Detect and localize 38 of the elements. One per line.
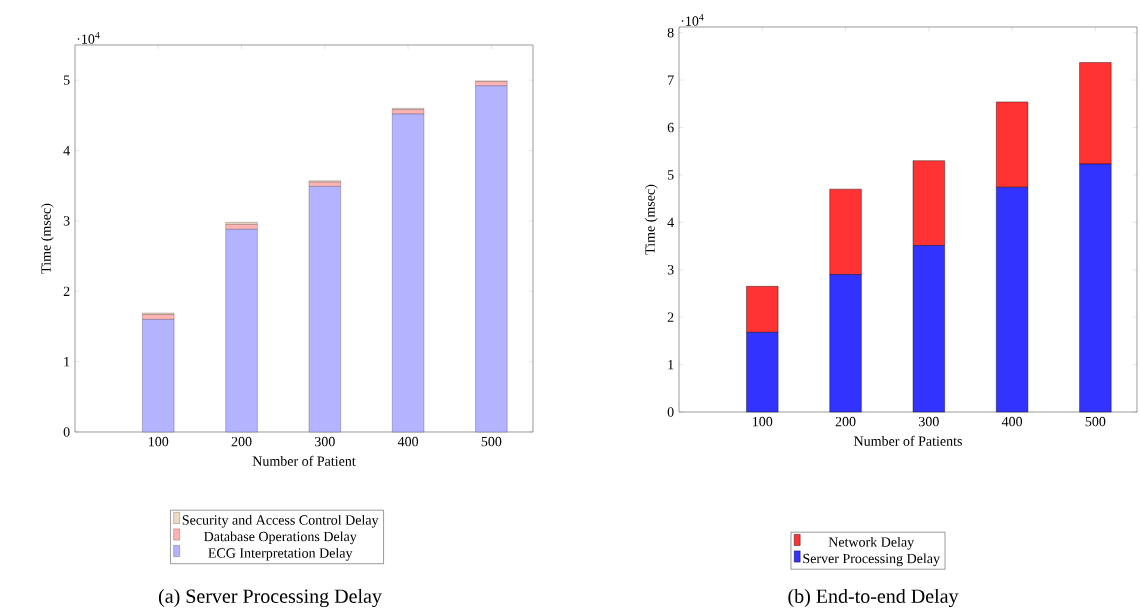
y-tick-label: 3: [667, 265, 674, 275]
legend-label: Network Delay: [828, 536, 915, 550]
x-tick-label: 200: [231, 436, 252, 447]
y-axis-title: Time (msec): [40, 203, 54, 274]
y-tick-label: 5: [63, 75, 70, 85]
x-axis-title: Number of Patients: [853, 435, 962, 446]
y-tick-label: 7: [668, 75, 674, 85]
x-tick-label: 500: [481, 436, 502, 447]
legend-label: ECG Interpretation Delay: [208, 547, 353, 561]
x-tick-label: 400: [1001, 416, 1023, 427]
y-tick-label: 6: [667, 122, 674, 133]
x-tick-label: 300: [314, 436, 335, 447]
y-tick-label: 0: [63, 427, 70, 437]
y-tick-label: 1: [668, 359, 674, 370]
x-axis-title: Number of Patient: [252, 455, 356, 466]
legend-label: Server Processing Delay: [803, 553, 940, 567]
x-tick-label: 200: [835, 416, 856, 427]
y-tick-label: 8: [667, 27, 674, 38]
y-tick-label: 0: [667, 407, 674, 417]
text: (a) Server Processing Delay: [158, 588, 382, 608]
y-tick-label: 1: [64, 357, 70, 367]
x-tick-label: 100: [753, 416, 773, 427]
y-tick-label: 4: [667, 217, 674, 227]
y-tick-label: 4: [63, 145, 70, 156]
y-tick-label: 5: [667, 170, 674, 180]
y-tick-label: 3: [63, 216, 70, 226]
x-tick-label: 500: [1085, 416, 1106, 427]
x-tick-label: 400: [397, 436, 419, 447]
text: (b) End-to-end Delay: [788, 588, 959, 608]
text: ·10$^{4}$: [681, 13, 704, 26]
text: ·10$^{4}$: [77, 31, 100, 44]
x-tick-label: 100: [149, 436, 169, 447]
legend-label: Database Operations Delay: [204, 531, 357, 545]
y-axis-title: Time (msec): [644, 184, 658, 255]
y-tick-label: 2: [667, 312, 674, 322]
x-tick-label: 300: [919, 416, 939, 427]
y-tick-label: 2: [63, 286, 70, 296]
legend-label: Security and Access Control Delay: [182, 514, 379, 528]
